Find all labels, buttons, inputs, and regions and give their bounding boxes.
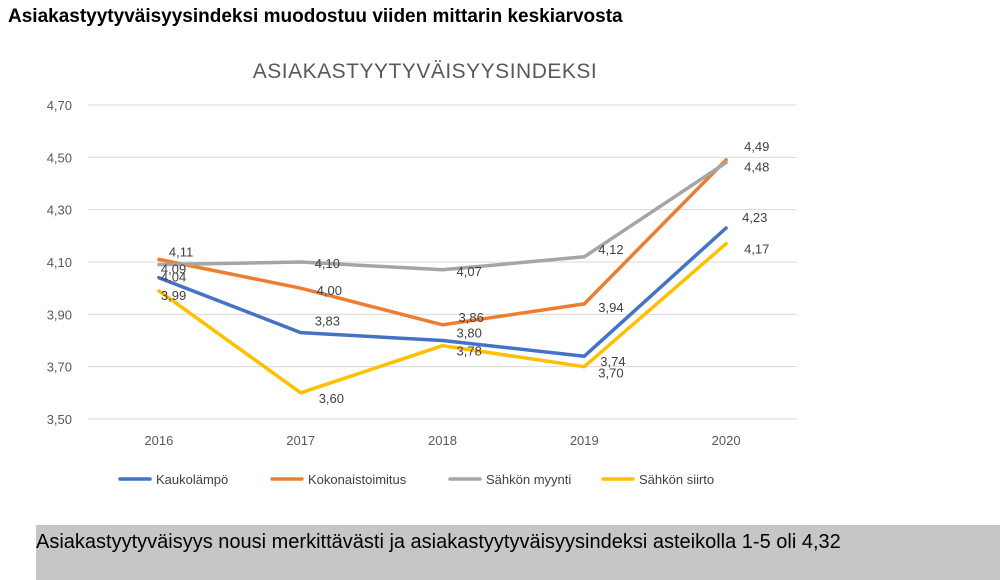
- series-line-3: [157, 241, 728, 395]
- data-label: 3,80: [457, 326, 482, 341]
- data-label: 3,78: [457, 344, 482, 359]
- series-line-0: [157, 226, 728, 358]
- legend-label: Sähkön myynti: [486, 472, 571, 487]
- legend-label: Kokonaistoimitus: [308, 472, 407, 487]
- y-tick-label: 3,90: [47, 307, 72, 322]
- data-label: 4,23: [742, 210, 767, 225]
- legend-label: Kaukolämpö: [156, 472, 228, 487]
- data-label: 4,17: [744, 242, 769, 257]
- legend-label: Sähkön siirto: [639, 472, 714, 487]
- data-label: 3,86: [459, 310, 484, 325]
- x-tick-label: 2019: [570, 433, 599, 448]
- data-label: 3,94: [598, 300, 623, 315]
- x-tick-label: 2018: [428, 433, 457, 448]
- y-tick-label: 4,10: [47, 255, 72, 270]
- y-tick-label: 3,70: [47, 360, 72, 375]
- data-label: 3,99: [161, 288, 186, 303]
- y-tick-label: 4,50: [47, 150, 72, 165]
- data-label: 4,10: [315, 256, 340, 271]
- series-line-1: [157, 158, 728, 327]
- data-label: 4,09: [161, 262, 186, 277]
- data-label: 4,48: [744, 160, 769, 175]
- series-line-2: [157, 160, 728, 272]
- y-axis-ticks: 4,70 4,50 4,30 4,10 3,90 3,70 3,50: [47, 98, 72, 427]
- page-title: Asiakastyytyväisyysindeksi muodostuu vii…: [8, 6, 623, 27]
- y-tick-label: 4,30: [47, 203, 72, 218]
- data-label: 3,60: [319, 391, 344, 406]
- x-axis-ticks: 2016 2017 2018 2019 2020: [144, 433, 740, 448]
- legend: Kaukolämpö Kokonaistoimitus Sähkön myynti S…: [118, 472, 714, 487]
- y-tick-label: 4,70: [47, 98, 72, 113]
- data-label: 4,11: [169, 244, 193, 259]
- data-label: 4,00: [317, 283, 342, 298]
- x-tick-label: 2016: [144, 433, 173, 448]
- data-label: 3,74: [600, 354, 625, 369]
- data-label: 4,07: [457, 264, 482, 279]
- data-label: 3,70: [598, 366, 623, 381]
- data-label: 4,49: [744, 139, 769, 154]
- footer-text: Asiakastyytyväisyys nousi merkittävästi …: [36, 531, 841, 553]
- y-tick-label: 3,50: [47, 412, 72, 427]
- data-label: 3,83: [315, 314, 340, 329]
- line-chart: ASIAKASTYYTYVÄISYYSINDEKSI 4,704,504,304…: [47, 60, 797, 487]
- chart-title: ASIAKASTYYTYVÄISYYSINDEKSI: [253, 60, 597, 83]
- x-tick-label: 2020: [712, 433, 741, 448]
- footer-bar: [36, 525, 1000, 580]
- series-layer: [157, 158, 728, 395]
- data-label: 4,12: [598, 242, 623, 257]
- x-tick-label: 2017: [286, 433, 315, 448]
- data-label: 4,04: [161, 270, 186, 285]
- data-labels: 4,04 3,83 3,80 3,74 4,23 4,11 4,00 3,86 3,94 4,49…: [161, 139, 770, 406]
